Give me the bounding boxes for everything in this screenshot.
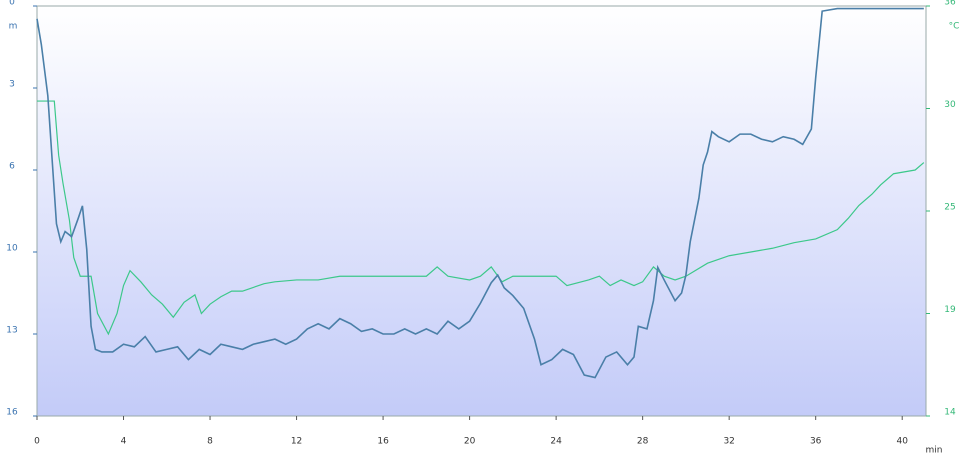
x-tick-label: 24 xyxy=(550,437,562,447)
y-tick-label: 13 xyxy=(6,326,17,336)
y2-tick-label: 14 xyxy=(944,408,956,418)
x-tick-label: 0 xyxy=(34,437,40,447)
y2-tick-label: 19 xyxy=(944,305,956,315)
y2-tick-label: 36 xyxy=(944,0,956,8)
x-tick-label: 36 xyxy=(810,437,822,447)
x-tick-label: 28 xyxy=(637,437,649,447)
x-tick-label: 40 xyxy=(896,437,908,447)
series-line xyxy=(37,100,925,336)
series-line xyxy=(36,7,924,379)
plot-area xyxy=(36,5,927,417)
x-tick-label: 16 xyxy=(377,437,389,447)
x-tick-label: 8 xyxy=(207,437,213,447)
y-unit: m xyxy=(9,22,18,32)
y-tick-label: 6 xyxy=(9,162,15,172)
y2-tick-label: 30 xyxy=(944,100,956,110)
y-tick-label: 16 xyxy=(6,408,18,418)
y2-unit: °C xyxy=(949,22,960,32)
x-tick-label: 20 xyxy=(464,437,476,447)
x-tick-label: 12 xyxy=(291,437,302,447)
x-tick-label: 4 xyxy=(121,437,127,447)
y2-tick-label: 25 xyxy=(944,203,955,213)
y-tick-label: 3 xyxy=(9,80,15,90)
x-unit: min xyxy=(926,446,943,456)
x-tick-label: 32 xyxy=(723,437,734,447)
y-tick-label: 10 xyxy=(6,244,18,254)
y-tick-label: 0 xyxy=(9,0,15,8)
